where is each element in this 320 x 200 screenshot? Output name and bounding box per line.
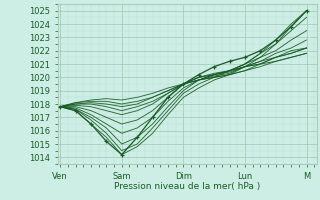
X-axis label: Pression niveau de la mer( hPa ): Pression niveau de la mer( hPa ) [114, 182, 260, 191]
